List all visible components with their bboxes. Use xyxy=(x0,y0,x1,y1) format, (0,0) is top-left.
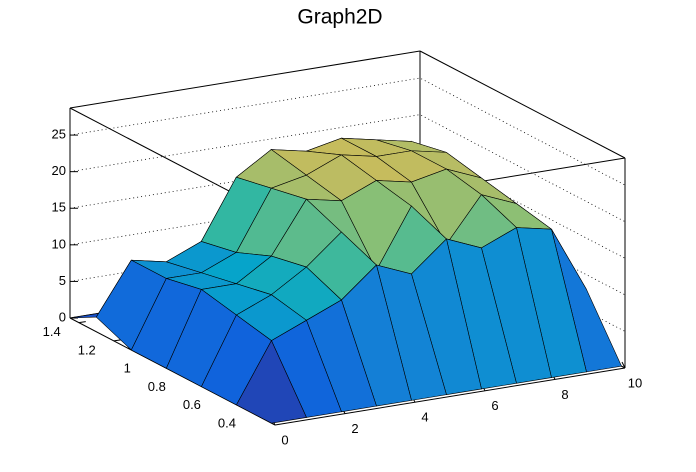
x-axis xyxy=(274,367,626,426)
box-edge xyxy=(419,50,626,159)
x-tick-label: 10 xyxy=(628,375,642,390)
chart-title: Graph2D xyxy=(297,6,382,29)
z-tick-label: 10 xyxy=(52,236,66,251)
y-tick-label: 0.4 xyxy=(218,415,236,430)
z-tick-label: 0 xyxy=(59,309,66,324)
surface-cell xyxy=(236,339,307,424)
x-tick xyxy=(621,361,626,369)
z-tick-label: 5 xyxy=(59,273,66,288)
x-tick-label: 4 xyxy=(421,410,428,425)
grid-line xyxy=(69,150,626,259)
x-tick-label: 2 xyxy=(351,421,358,436)
grid-line xyxy=(69,114,626,223)
y-tick-label: 1.4 xyxy=(43,324,61,339)
y-tick-label: 1 xyxy=(124,361,131,376)
grid-line xyxy=(69,77,626,186)
y-tick-label: 1.2 xyxy=(78,342,96,357)
y-tick xyxy=(78,321,86,324)
z-tick-label: 25 xyxy=(52,127,66,142)
x-tick-label: 0 xyxy=(281,432,288,447)
z-tick-label: 20 xyxy=(52,163,66,178)
y-tick-label: 0.6 xyxy=(183,397,201,412)
y-tick xyxy=(113,339,121,342)
x-tick-label: 6 xyxy=(491,398,498,413)
x-tick-label: 8 xyxy=(561,387,568,402)
box-edge xyxy=(69,50,421,109)
z-tick-label: 15 xyxy=(52,200,66,215)
y-tick-label: 0.8 xyxy=(148,379,166,394)
